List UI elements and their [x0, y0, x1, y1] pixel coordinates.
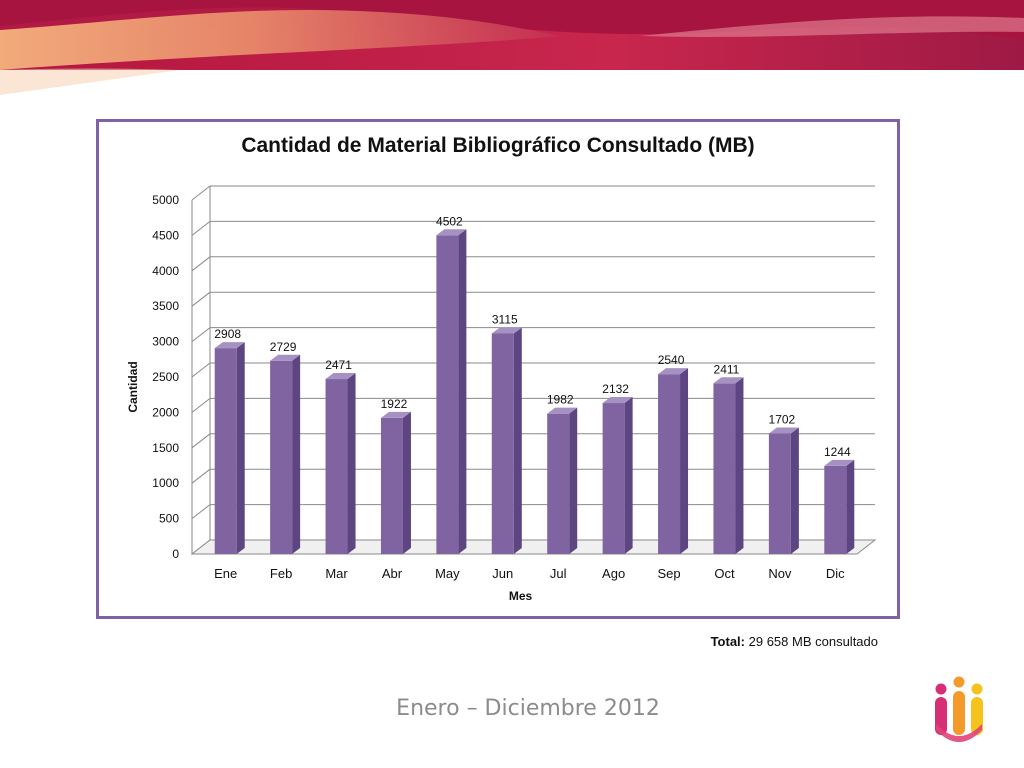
total-label: Total:: [710, 634, 745, 649]
bar-side: [790, 427, 799, 554]
bar-side: [735, 377, 744, 554]
data-label: 2729: [270, 340, 297, 354]
x-tick-label: Jun: [492, 566, 513, 581]
y-tick-label: 1500: [152, 441, 179, 455]
bar-side: [680, 368, 689, 554]
bar-side: [846, 459, 855, 554]
data-label: 1702: [769, 412, 796, 426]
data-label: 3115: [492, 312, 518, 326]
bar-side: [624, 397, 633, 554]
bar: [768, 433, 791, 554]
bar: [491, 333, 514, 554]
x-tick-label: Oct: [714, 566, 735, 581]
x-tick-label: Sep: [657, 566, 680, 581]
bar: [713, 383, 736, 554]
bar: [214, 348, 237, 554]
bar: [325, 379, 348, 554]
bar-side: [402, 411, 411, 554]
y-tick-label: 4000: [152, 264, 179, 278]
x-tick-label: Ago: [602, 566, 625, 581]
y-tick-label: 1000: [152, 476, 179, 490]
bar-top: [491, 327, 522, 334]
bar-top: [436, 229, 467, 236]
bar-chart: 0 500 1000 1500 2000 2500 3000 3500 4000 4500 5000…: [126, 185, 877, 603]
chart-title: Cantidad de Material Bibliográfico Consu…: [241, 134, 755, 157]
bar-side: [513, 327, 522, 554]
data-label: 1982: [547, 393, 574, 407]
bar: [380, 417, 403, 554]
y-tick-label: 3000: [152, 335, 179, 349]
x-tick-label: Abr: [382, 566, 403, 581]
bar-top: [325, 373, 356, 380]
x-tick-label: Nov: [768, 566, 792, 581]
bar-top: [380, 411, 411, 418]
bar: [602, 403, 625, 554]
bar-side: [458, 229, 467, 554]
bar-top: [824, 459, 855, 466]
bar: [270, 360, 293, 554]
bar-top: [768, 427, 799, 434]
gridline-depth: [191, 468, 211, 484]
bar-top: [713, 377, 744, 384]
x-axis-title: Mes: [509, 589, 533, 603]
data-label: 2471: [325, 358, 352, 372]
y-tick-label: 3500: [152, 299, 179, 313]
gridline-depth: [191, 398, 211, 413]
chart-frame: 0 500 1000 1500 2000 2500 3000 3500 4000 4500 5000…: [96, 119, 900, 619]
gridline-depth: [191, 327, 211, 342]
x-tick-label: May: [435, 566, 460, 581]
gridline-depth: [191, 504, 211, 519]
bar: [824, 465, 847, 554]
x-tick-label: Jul: [550, 566, 567, 581]
bar-side: [236, 342, 245, 554]
y-tick-label: 0: [172, 547, 179, 561]
gridline-depth: [191, 291, 211, 307]
gridline-depth: [191, 433, 211, 449]
chart-floor: [190, 539, 877, 555]
data-label: 1922: [381, 397, 408, 411]
y-axis-title: Cantidad: [126, 361, 140, 412]
bar-side: [292, 354, 301, 554]
three-people-logo-icon: [935, 676, 983, 742]
x-tick-label: Mar: [325, 566, 348, 581]
bar: [658, 374, 681, 554]
gridline-depth: [191, 256, 211, 272]
y-tick-label: 2000: [152, 405, 179, 419]
data-label: 2132: [602, 382, 629, 396]
y-tick-label: 5000: [152, 193, 179, 207]
bar-top: [270, 354, 301, 361]
y-tick-label: 2500: [152, 370, 179, 384]
bar-top: [658, 368, 689, 375]
gridline-depth: [191, 185, 211, 201]
gridline-depth: [191, 362, 211, 378]
data-label: 4502: [436, 214, 463, 228]
bar-top: [214, 342, 245, 349]
data-label: 2540: [658, 353, 685, 367]
bar-side: [347, 373, 356, 554]
y-tick-label: 4500: [152, 228, 179, 242]
bar-top: [547, 407, 578, 414]
bar: [547, 413, 570, 554]
x-tick-label: Dic: [826, 566, 845, 581]
footer-period: Enero – Diciembre 2012: [396, 696, 660, 721]
gridline-depth: [191, 221, 211, 236]
total-value: 29 658 MB consultado: [748, 634, 878, 649]
bar: [436, 235, 459, 554]
data-label: 2908: [214, 327, 241, 341]
data-label: 1244: [824, 445, 851, 459]
y-tick-label: 500: [159, 512, 179, 526]
header-wave-banner: [0, 0, 1024, 95]
bar-top: [602, 397, 633, 404]
x-tick-label: Ene: [214, 566, 237, 581]
total-summary: Total: 29 658 MB consultado: [711, 634, 878, 649]
bar-side: [569, 407, 578, 554]
x-tick-label: Feb: [270, 566, 292, 581]
data-label: 2411: [714, 362, 740, 376]
